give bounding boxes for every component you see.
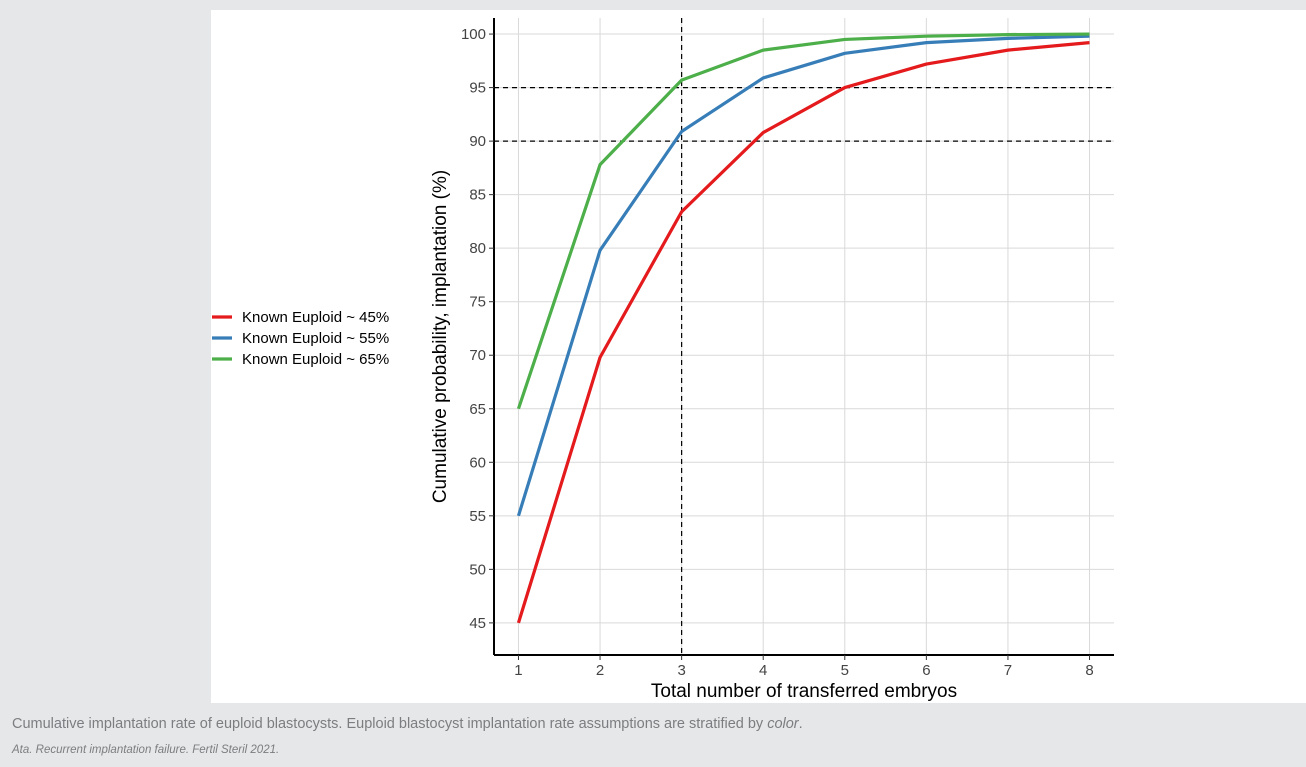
figure-citation: Ata. Recurrent implantation failure. Fer… [12,744,280,756]
reference-lines [494,18,1114,655]
x-tick-label-6: 6 [922,662,930,679]
x-tick-label-5: 5 [841,662,849,679]
x-axis-title: Total number of transferred embryos [651,681,957,702]
y-axis-title: Cumulative probability, implantation (%) [430,170,451,503]
axes [489,18,1114,660]
legend-label-1: Known Euploid ~ 45% [242,309,389,326]
caption-emphasis: color [767,716,799,732]
series-line-1 [516,41,1090,624]
y-tick-label-95: 95 [469,80,486,97]
chart-figure: 1 2 3 4 5 6 7 8 45 50 55 60 65 70 75 80 85 90 95 100 Total … [211,10,1306,703]
x-tick-label-3: 3 [677,662,685,679]
y-tick-label-75: 75 [469,294,486,311]
caption-end: . [798,716,803,732]
legend-label-2: Known Euploid ~ 55% [242,330,389,347]
x-tick-label-7: 7 [1004,662,1012,679]
x-tick-label-4: 4 [759,662,767,679]
x-tick-label-1: 1 [514,662,522,679]
series-line-3 [516,32,1090,410]
y-tick-label-100: 100 [461,26,486,43]
series-line-2 [516,34,1090,517]
y-tick-label-45: 45 [469,615,486,632]
y-tick-label-70: 70 [469,347,486,364]
x-tick-label-2: 2 [596,662,604,679]
caption-text: Cumulative implantation rate of euploid … [12,716,768,732]
y-tick-label-50: 50 [469,561,486,578]
y-tick-label-65: 65 [469,401,486,418]
y-tick-label-55: 55 [469,508,486,525]
figure-caption: Cumulative implantation rate of euploid … [12,716,803,732]
data-series [516,32,1090,624]
legend-label-3: Known Euploid ~ 65% [242,351,389,368]
y-tick-label-85: 85 [469,187,486,204]
y-tick-label-80: 80 [469,240,486,257]
x-tick-label-8: 8 [1085,662,1093,679]
y-tick-label-90: 90 [469,133,486,150]
y-tick-label-60: 60 [469,454,486,471]
legend: Known Euploid ~ 45% Known Euploid ~ 55% Kn… [212,309,389,368]
grid-lines [494,18,1114,655]
